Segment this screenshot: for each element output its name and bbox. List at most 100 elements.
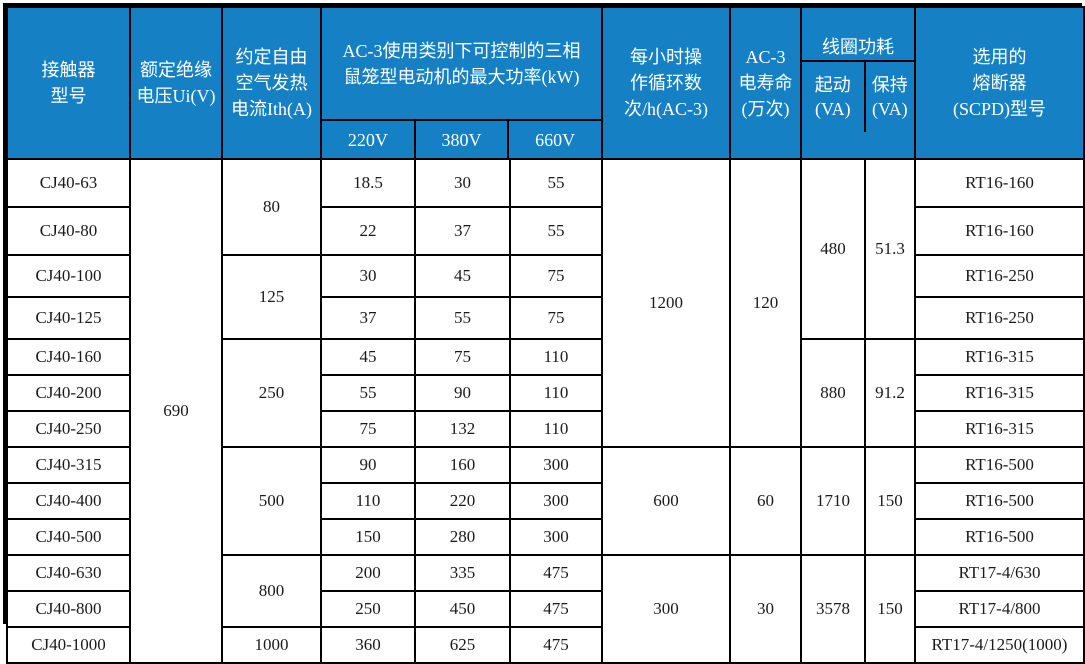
cell-power-380: 335: [414, 554, 511, 593]
cell-fuse: RT16-250: [914, 254, 1085, 299]
cell-thermal-current: 800: [221, 554, 322, 629]
cell-fuse: RT16-160: [914, 158, 1085, 209]
cell-power-220: 22: [320, 206, 416, 257]
coil-subheaders: 起动 (VA) 保持 (VA): [803, 62, 913, 133]
header-model: 接触器 型号: [6, 5, 131, 161]
header-220v: 220V: [347, 129, 388, 150]
cell-power-220: 150: [320, 518, 416, 557]
header-380v: 380V: [413, 121, 508, 158]
header-power-group: AC-3使用类别下可控制的三相 鼠笼型电动机的最大功率(kW) 220V 380…: [320, 5, 603, 161]
cell-power-220: 37: [320, 296, 416, 341]
cell-power-660: 475: [509, 554, 603, 593]
cell-power-380: 132: [414, 410, 511, 449]
table-row: CJ40-125 37 55 75 RT16-250: [6, 296, 1085, 341]
cell-thermal-current: 250: [221, 338, 322, 449]
page: 接触器 型号 额定绝缘 电压Ui(V) 约定自由 空气发热 电流Ith(A) A…: [3, 3, 1085, 664]
cell-fuse: RT16-315: [914, 410, 1085, 449]
cell-power-220: 200: [320, 554, 416, 593]
cell-fuse: RT16-250: [914, 296, 1085, 341]
table-row: CJ40-100 125 30 45 75 RT16-250: [6, 254, 1085, 341]
table-row: CJ40-500 150 280 300 RT16-500: [6, 518, 1085, 557]
cell-thermal-current: 500: [221, 446, 322, 557]
header-coil-title: 线圈功耗: [803, 34, 913, 63]
cell-coil-hold: 150: [864, 554, 916, 664]
header-electrical-life: AC-3 电寿命 (万次): [729, 5, 802, 161]
cell-coil-hold: 51.3: [864, 158, 916, 341]
header-insulation-voltage: 额定绝缘 电压Ui(V): [129, 5, 223, 161]
cell-fuse: RT17-4/1250(1000): [914, 626, 1085, 664]
cell-insulation-voltage: 690: [129, 158, 223, 664]
cell-coil-start: 880: [800, 338, 866, 449]
cell-model: CJ40-630: [6, 554, 131, 593]
cell-power-660: 55: [509, 206, 603, 257]
cell-thermal-current: 1000: [221, 626, 322, 664]
header-fuse: 选用的 熔断器 (SCPD)型号: [914, 5, 1085, 161]
cell-thermal-current: 80: [221, 158, 322, 257]
cell-power-660: 75: [509, 254, 603, 299]
cell-power-660: 475: [509, 590, 603, 629]
cell-model: CJ40-125: [6, 296, 131, 341]
table-row: CJ40-200 55 90 110 RT16-315: [6, 374, 1085, 413]
cell-power-220: 45: [320, 338, 416, 377]
cell-model: CJ40-400: [6, 482, 131, 521]
cell-power-220: 75: [320, 410, 416, 449]
cell-fuse: RT17-4/630: [914, 554, 1085, 593]
cell-life: 120: [729, 158, 802, 449]
cell-power-660: 110: [509, 374, 603, 413]
table-row: CJ40-400 110 220 300 RT16-500: [6, 482, 1085, 521]
cell-fuse: RT16-500: [914, 482, 1085, 521]
table-row: CJ40-250 75 132 110 RT16-315: [6, 410, 1085, 449]
cell-power-380: 30: [414, 158, 511, 209]
cell-fuse: RT16-160: [914, 206, 1085, 257]
cell-power-380: 55: [414, 296, 511, 341]
cell-power-380: 220: [414, 482, 511, 521]
cell-power-380: 37: [414, 206, 511, 257]
header-660v: 660V: [507, 121, 600, 158]
cell-model: CJ40-160: [6, 338, 131, 377]
cell-power-660: 300: [509, 482, 603, 521]
spec-table: 接触器 型号 额定绝缘 电压Ui(V) 约定自由 空气发热 电流Ith(A) A…: [6, 5, 1085, 664]
cell-power-660: 110: [509, 338, 603, 377]
cell-power-220: 30: [320, 254, 416, 299]
cell-power-220: 55: [320, 374, 416, 413]
cell-power-380: 45: [414, 254, 511, 299]
header-coil-start: 起动 (VA): [814, 74, 851, 120]
cell-power-220: 250: [320, 590, 416, 629]
header-power-title: AC-3使用类别下可控制的三相 鼠笼型电动机的最大功率(kW): [323, 9, 600, 122]
cell-power-660: 110: [509, 410, 603, 449]
cell-cycles: 600: [601, 446, 731, 557]
table-row: CJ40-160 250 45 75 110 880 91.2 RT16-315: [6, 338, 1085, 449]
table-row: CJ40-63 690 80 18.5 30 55 1200 120 480 5…: [6, 158, 1085, 664]
cell-power-380: 625: [414, 626, 511, 664]
cell-power-660: 300: [509, 518, 603, 557]
table-header: 接触器 型号 额定绝缘 电压Ui(V) 约定自由 空气发热 电流Ith(A) A…: [6, 5, 1085, 161]
cell-cycles: 300: [601, 554, 731, 664]
cell-model: CJ40-500: [6, 518, 131, 557]
cell-power-660: 55: [509, 158, 603, 209]
cell-model: CJ40-63: [6, 158, 131, 209]
cell-life: 30: [729, 554, 802, 664]
table-row: CJ40-800 250 450 475 RT17-4/800: [6, 590, 1085, 629]
table-row: CJ40-80 22 37 55 RT16-160: [6, 206, 1085, 257]
cell-model: CJ40-200: [6, 374, 131, 413]
cell-coil-hold: 91.2: [864, 338, 916, 449]
cell-fuse: RT16-500: [914, 446, 1085, 485]
cell-coil-start: 3578: [800, 554, 866, 664]
power-subheaders: 220V 380V 660V: [323, 121, 600, 158]
cell-power-660: 75: [509, 296, 603, 341]
cell-power-660: 475: [509, 626, 603, 664]
cell-model: CJ40-800: [6, 590, 131, 629]
cell-power-380: 90: [414, 374, 511, 413]
cell-coil-start: 480: [800, 158, 866, 341]
cell-thermal-current: 125: [221, 254, 322, 341]
cell-power-220: 90: [320, 446, 416, 485]
cell-fuse: RT16-315: [914, 374, 1085, 413]
cell-fuse: RT16-500: [914, 518, 1085, 557]
cell-power-380: 450: [414, 590, 511, 629]
cell-power-220: 110: [320, 482, 416, 521]
cell-power-380: 75: [414, 338, 511, 377]
cell-model: CJ40-100: [6, 254, 131, 299]
header-coil-hold: 保持 (VA): [863, 62, 913, 133]
table-row: CJ40-315 500 90 160 300 600 60 1710 150 …: [6, 446, 1085, 557]
coil-group: 线圈功耗 起动 (VA) 保持 (VA): [803, 34, 913, 133]
